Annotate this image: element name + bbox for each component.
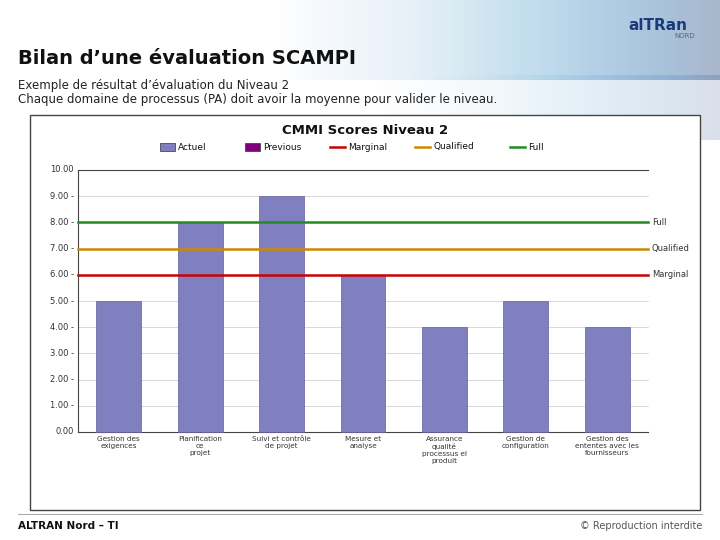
Text: 6.00 -: 6.00 - xyxy=(50,271,74,279)
Bar xyxy=(96,301,141,432)
Text: 3.00 -: 3.00 - xyxy=(50,349,74,358)
Text: Marginal: Marginal xyxy=(652,271,688,279)
Text: CMMI Scores Niveau 2: CMMI Scores Niveau 2 xyxy=(282,124,448,137)
Text: NORD: NORD xyxy=(675,33,696,39)
Bar xyxy=(160,143,175,151)
Bar xyxy=(245,143,260,151)
Text: 0.00: 0.00 xyxy=(55,428,74,436)
Bar xyxy=(78,170,648,432)
Text: 7.00 -: 7.00 - xyxy=(50,244,74,253)
Text: Suivi et contrôle
de projet: Suivi et contrôle de projet xyxy=(252,436,311,449)
Text: Bilan d’une évaluation SCAMPI: Bilan d’une évaluation SCAMPI xyxy=(18,49,356,68)
Text: Qualified: Qualified xyxy=(433,143,474,152)
Text: 1.00 -: 1.00 - xyxy=(50,401,74,410)
Bar xyxy=(503,301,548,432)
Bar xyxy=(178,222,222,432)
Text: Planification
ce
projet: Planification ce projet xyxy=(179,436,222,456)
Text: ALTRAN Nord – TI: ALTRAN Nord – TI xyxy=(18,521,119,531)
Text: 10.00: 10.00 xyxy=(50,165,74,174)
Text: Full: Full xyxy=(652,218,667,227)
Bar xyxy=(585,327,630,432)
Text: Gestion de
configuration: Gestion de configuration xyxy=(502,436,550,449)
Text: Gestion des
exigences: Gestion des exigences xyxy=(97,436,140,449)
Text: 4.00 -: 4.00 - xyxy=(50,323,74,332)
Text: 2.00 -: 2.00 - xyxy=(50,375,74,384)
Text: 9.00 -: 9.00 - xyxy=(50,192,74,201)
Text: Chaque domaine de processus (PA) doit avoir la moyenne pour valider le niveau.: Chaque domaine de processus (PA) doit av… xyxy=(18,92,498,105)
Text: © Reproduction interdite: © Reproduction interdite xyxy=(580,521,702,531)
Text: Mesure et
analyse: Mesure et analyse xyxy=(345,436,381,449)
Bar xyxy=(30,115,700,510)
Text: Marginal: Marginal xyxy=(348,143,387,152)
Text: Assurance
qualité
processus el
produit: Assurance qualité processus el produit xyxy=(422,436,467,464)
Bar xyxy=(422,327,467,432)
Text: Full: Full xyxy=(528,143,544,152)
Bar xyxy=(341,275,385,432)
Text: 8.00 -: 8.00 - xyxy=(50,218,74,227)
Text: 5.00 -: 5.00 - xyxy=(50,296,74,306)
Text: Gestion des
ententes avec les
fournisseurs: Gestion des ententes avec les fournisseu… xyxy=(575,436,639,456)
Bar xyxy=(259,196,304,432)
Text: Previous: Previous xyxy=(263,143,301,152)
Text: Actuel: Actuel xyxy=(178,143,207,152)
Text: Exemple de résultat d’évaluation du Niveau 2: Exemple de résultat d’évaluation du Nive… xyxy=(18,78,289,91)
Text: Qualified: Qualified xyxy=(652,244,690,253)
Text: alTRan: alTRan xyxy=(629,17,688,32)
